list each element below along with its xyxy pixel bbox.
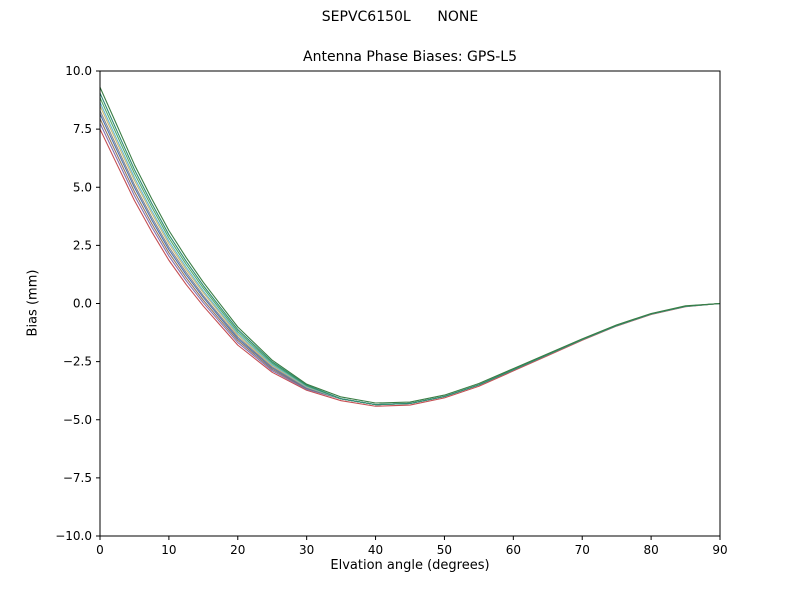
x-tick-label: 80 [643, 543, 658, 557]
bias-curve [99, 122, 721, 406]
bias-curve [99, 109, 721, 406]
y-tick-label: −7.5 [63, 471, 92, 485]
x-tick-label: 40 [368, 543, 383, 557]
bias-curve [99, 86, 721, 404]
tick-labels-group: 0 10 20 30 40 50 60 70 80 90 −10.0 −7.5 −5.0 −2.5 0.0 2… [55, 64, 727, 557]
bias-curve [99, 113, 721, 406]
figure-suptitle: SEPVC6150L NONE [321, 9, 479, 25]
bias-curve [99, 101, 721, 406]
x-tick-label: 30 [299, 543, 314, 557]
chart-title: Antenna Phase Biases: GPS-L5 [303, 49, 517, 65]
x-tick-label: 90 [712, 543, 727, 557]
y-tick-label: 0.0 [73, 297, 92, 311]
y-tick-label: 10.0 [65, 64, 92, 78]
ticks-group [96, 70, 721, 540]
y-tick-label: 7.5 [73, 122, 92, 136]
x-tick-label: 60 [506, 543, 521, 557]
x-axis-label: Elvation angle (degrees) [330, 558, 490, 573]
y-tick-label: −5.0 [63, 413, 92, 427]
axes-frame [99, 70, 721, 537]
y-tick-label: 2.5 [73, 238, 92, 252]
y-tick-label: 5.0 [73, 180, 92, 194]
bias-curve [99, 118, 721, 406]
bias-curve [99, 97, 721, 406]
x-tick-label: 70 [575, 543, 590, 557]
y-tick-label: −2.5 [63, 355, 92, 369]
bias-curve [99, 92, 721, 406]
line-series-group [99, 86, 721, 407]
x-tick-label: 0 [96, 543, 104, 557]
x-tick-label: 50 [437, 543, 452, 557]
bias-curve [99, 128, 721, 407]
x-tick-label: 10 [161, 543, 176, 557]
x-tick-label: 20 [230, 543, 245, 557]
bias-curve [99, 105, 721, 406]
y-tick-label: −10.0 [55, 529, 92, 543]
